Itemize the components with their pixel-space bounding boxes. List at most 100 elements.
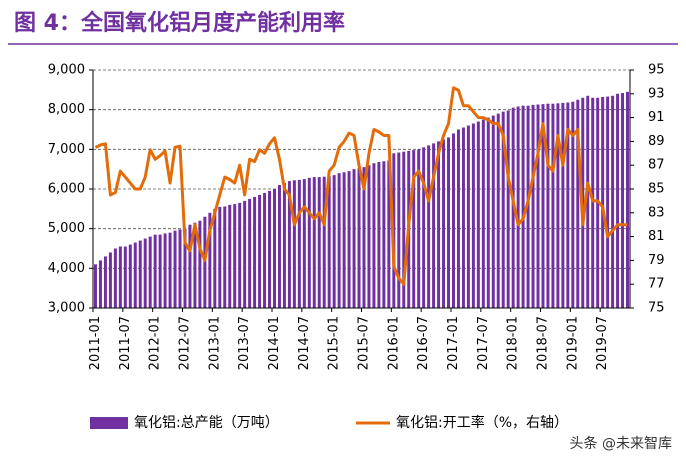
bar bbox=[486, 117, 490, 308]
x-tick-label: 2012-07 bbox=[177, 316, 192, 370]
bar bbox=[387, 160, 391, 308]
bar bbox=[606, 96, 610, 309]
x-tick-label: 2015-07 bbox=[356, 316, 371, 370]
bar bbox=[501, 111, 505, 309]
bar bbox=[118, 246, 122, 308]
bar bbox=[357, 168, 361, 308]
bar bbox=[471, 123, 475, 308]
bar bbox=[402, 151, 406, 308]
bar bbox=[476, 121, 480, 308]
bar bbox=[451, 133, 455, 308]
bar bbox=[103, 256, 107, 308]
bar bbox=[586, 95, 590, 309]
bar bbox=[437, 141, 441, 308]
bar bbox=[461, 127, 465, 309]
x-tick-label: 2011-01 bbox=[88, 316, 103, 370]
bar bbox=[556, 103, 560, 308]
bar bbox=[546, 103, 550, 308]
legend-label: 氧化铝:开工率（%，右轴） bbox=[396, 414, 568, 431]
bar bbox=[208, 212, 212, 308]
bar bbox=[491, 115, 495, 308]
x-tick-label: 2018-07 bbox=[535, 316, 550, 370]
bar bbox=[238, 202, 242, 308]
bar bbox=[317, 177, 321, 308]
bar bbox=[337, 173, 341, 308]
chart-title: 图 4：全国氧化铝月度产能利用率 bbox=[14, 10, 345, 36]
bar bbox=[526, 105, 530, 308]
bar bbox=[466, 125, 470, 309]
bar bbox=[123, 246, 127, 308]
bar bbox=[198, 220, 202, 308]
bar bbox=[108, 252, 112, 308]
bar bbox=[521, 105, 525, 308]
bar bbox=[193, 222, 197, 308]
bar bbox=[377, 162, 381, 308]
bar bbox=[138, 240, 142, 308]
bar bbox=[496, 113, 500, 308]
x-tick-label: 2013-01 bbox=[207, 316, 222, 370]
bar bbox=[188, 224, 192, 308]
bar bbox=[113, 248, 117, 308]
bar bbox=[312, 177, 316, 308]
bar bbox=[611, 95, 615, 309]
bar bbox=[163, 233, 167, 308]
bar bbox=[427, 145, 431, 308]
x-tick-label: 2016-01 bbox=[386, 316, 401, 370]
bar bbox=[536, 104, 540, 308]
y-tick-label: 9,000 bbox=[48, 63, 85, 78]
bar bbox=[626, 91, 630, 308]
bar bbox=[282, 183, 286, 308]
x-tick-label: 2019-01 bbox=[565, 316, 580, 370]
bar bbox=[263, 192, 267, 308]
y2-tick-label: 87 bbox=[648, 158, 665, 173]
bar bbox=[506, 110, 510, 309]
bar bbox=[571, 101, 575, 308]
legend-label: 氧化铝:总产能（万吨） bbox=[134, 415, 279, 431]
bar bbox=[233, 204, 237, 308]
bar bbox=[218, 206, 222, 308]
bar bbox=[531, 104, 535, 308]
bar bbox=[621, 93, 625, 308]
x-tick-label: 2011-07 bbox=[118, 316, 133, 370]
bar bbox=[551, 103, 555, 308]
bar bbox=[362, 167, 366, 308]
bar bbox=[213, 208, 217, 308]
bar bbox=[253, 196, 257, 308]
bar bbox=[292, 180, 296, 308]
y2-tick-label: 85 bbox=[648, 182, 665, 197]
line bbox=[94, 86, 628, 286]
bar bbox=[277, 185, 281, 308]
y-tick-label: 6,000 bbox=[48, 182, 85, 197]
bar bbox=[272, 189, 276, 308]
y2-tick-label: 95 bbox=[648, 63, 665, 78]
bar bbox=[541, 104, 545, 308]
y2-tick-label: 89 bbox=[648, 134, 665, 149]
bar bbox=[382, 161, 386, 308]
bar bbox=[442, 139, 446, 308]
bar bbox=[367, 165, 371, 308]
bar bbox=[148, 236, 152, 308]
bar bbox=[203, 216, 207, 308]
bar bbox=[516, 106, 520, 308]
bar bbox=[576, 99, 580, 308]
bar bbox=[93, 264, 97, 308]
x-tick-label: 2017-01 bbox=[446, 316, 461, 370]
bar bbox=[153, 234, 157, 308]
y2-tick-label: 83 bbox=[648, 205, 665, 220]
bar bbox=[302, 179, 306, 308]
bar bbox=[342, 172, 346, 308]
bar bbox=[173, 230, 177, 308]
legend-swatch bbox=[90, 417, 128, 429]
bar bbox=[178, 229, 182, 308]
y2-tick-label: 91 bbox=[648, 110, 665, 125]
bar bbox=[566, 102, 570, 308]
bar bbox=[133, 242, 137, 308]
bar bbox=[307, 177, 311, 308]
bar bbox=[327, 176, 331, 308]
x-tick-label: 2012-01 bbox=[148, 316, 163, 370]
x-tick-label: 2014-01 bbox=[267, 316, 282, 370]
y-tick-label: 4,000 bbox=[48, 261, 85, 276]
bar bbox=[332, 175, 336, 308]
bar bbox=[447, 137, 451, 308]
x-tick-label: 2014-07 bbox=[297, 316, 312, 370]
